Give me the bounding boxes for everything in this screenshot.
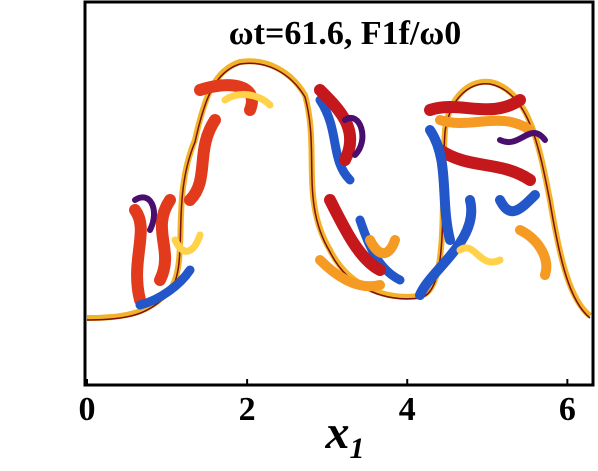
x-axis-label: x1	[325, 406, 365, 465]
field-image	[86, 58, 592, 321]
turbulent-structures	[129, 79, 552, 310]
x-axis-label-text: x	[325, 406, 350, 459]
x-tick-label: 4	[399, 391, 416, 428]
x-axis-label-subscript: 1	[350, 432, 365, 465]
plot-frame	[83, 0, 595, 387]
chart-title: ωt=61.6, F1f/ω0	[229, 15, 461, 52]
x-tick-label: 6	[559, 391, 576, 428]
interface-edge	[86, 62, 591, 321]
x-tick-label: 0	[79, 391, 96, 428]
x-tick-label: 2	[239, 391, 256, 428]
